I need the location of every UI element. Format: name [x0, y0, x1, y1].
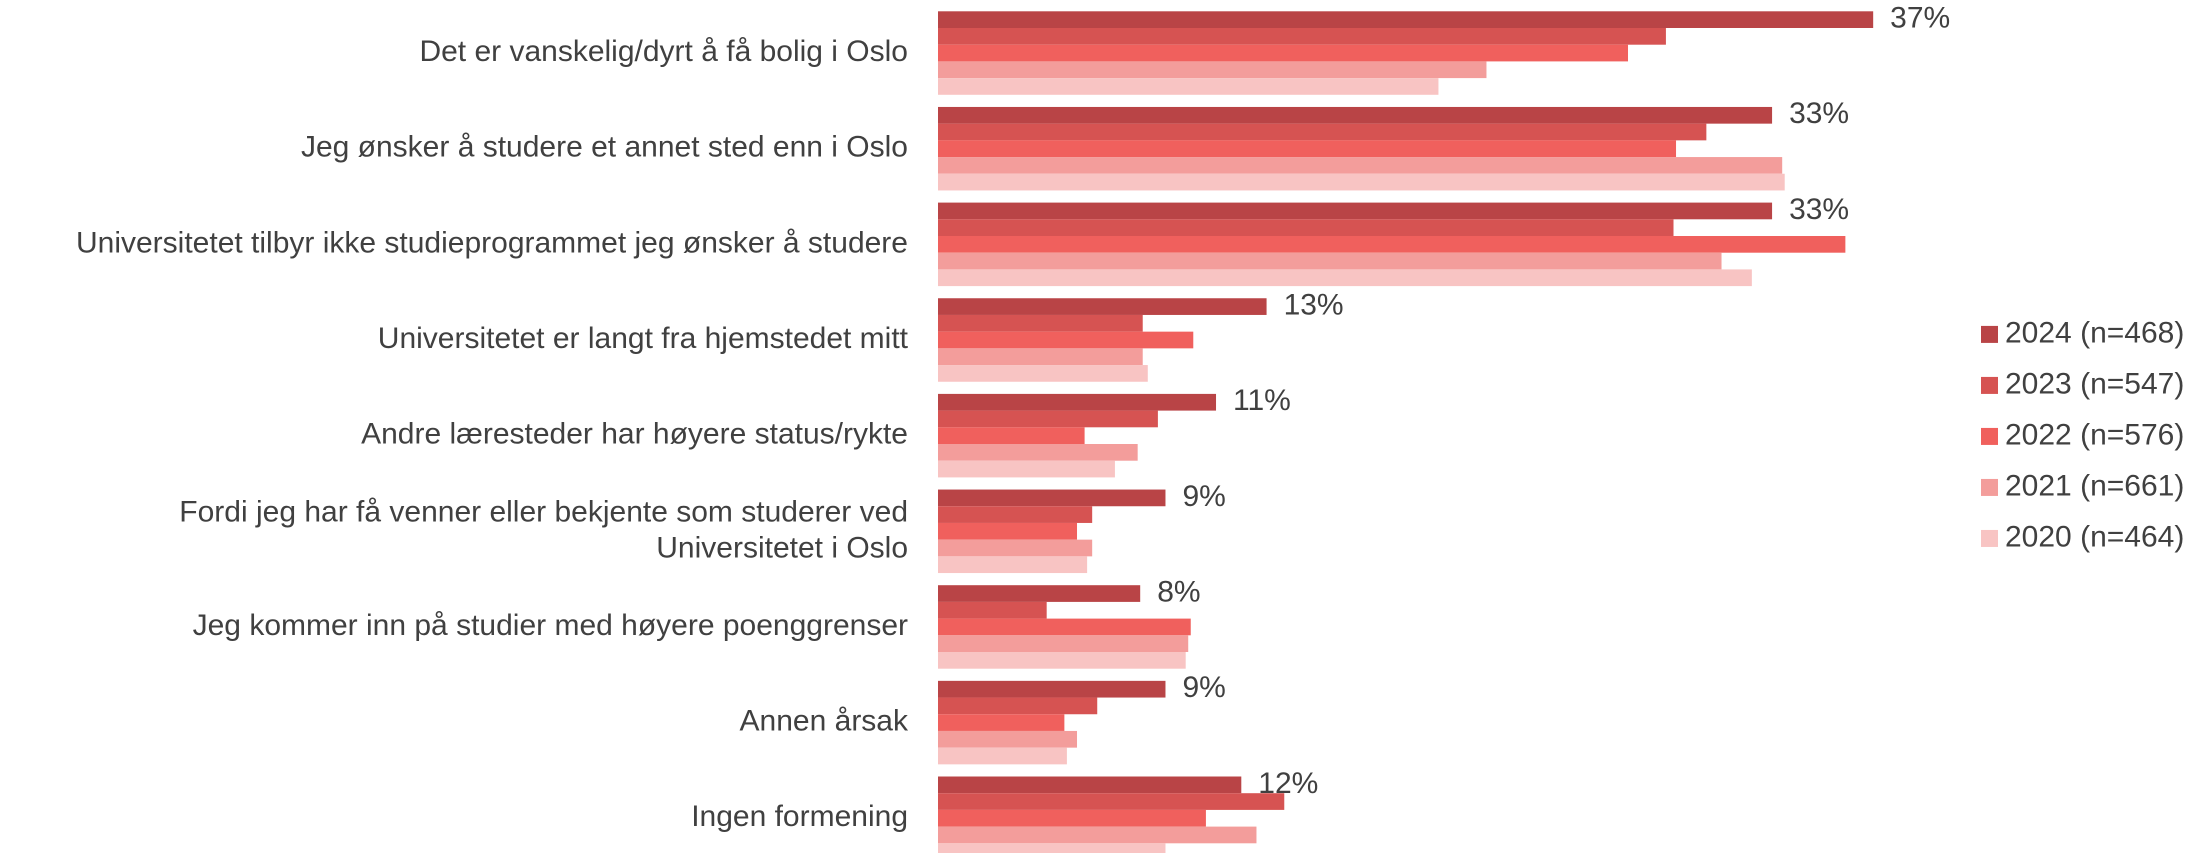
legend-swatch — [1981, 529, 1998, 547]
category-label: Universitetet er langt fra hjemstedet mi… — [378, 322, 909, 355]
category-label-line: Fordi jeg har få venner eller bekjente s… — [179, 495, 908, 528]
bar — [938, 202, 1773, 220]
bar — [938, 11, 1874, 29]
bar — [938, 331, 1194, 349]
bar — [938, 393, 1217, 411]
bar — [938, 714, 1065, 731]
bar — [938, 44, 1629, 62]
bar — [938, 78, 1439, 95]
bar — [938, 522, 1078, 540]
bar — [938, 635, 1189, 652]
bar — [938, 489, 1166, 507]
legend-label: 2020 (n=464) — [2005, 520, 2184, 553]
bar — [938, 298, 1267, 315]
bar — [938, 601, 1047, 619]
legend-label: 2023 (n=547) — [2005, 367, 2184, 400]
bar — [938, 652, 1186, 669]
bar — [938, 269, 1752, 287]
bar — [938, 730, 1078, 748]
value-label: 9% — [1182, 480, 1225, 513]
bar — [938, 809, 1206, 827]
category-label: Andre læresteder har høyere status/rykte — [361, 418, 908, 451]
bar — [938, 556, 1088, 574]
bar — [938, 585, 1141, 602]
bar — [938, 348, 1143, 366]
bar — [938, 793, 1285, 810]
bar — [938, 123, 1707, 141]
bar — [938, 140, 1677, 158]
bar — [938, 314, 1143, 332]
bar — [938, 539, 1093, 557]
bar — [938, 680, 1166, 698]
bar — [938, 618, 1191, 636]
bar — [938, 826, 1257, 844]
bar — [938, 410, 1158, 428]
value-label: 11% — [1233, 384, 1291, 417]
legend-swatch — [1981, 427, 1998, 445]
legend-swatch — [1981, 325, 1998, 343]
category-label: Ingen formening — [691, 800, 908, 833]
value-label: 37% — [1890, 2, 1950, 35]
legend-swatch — [1981, 478, 1998, 496]
bar — [938, 236, 1846, 253]
bar — [938, 365, 1148, 382]
bar — [938, 28, 1666, 45]
category-label: Universitetet tilbyr ikke studieprogramm… — [76, 226, 908, 259]
legend-swatch — [1981, 376, 1998, 394]
value-label: 33% — [1789, 193, 1849, 226]
bar — [938, 697, 1098, 715]
category-label: Jeg kommer inn på studier med høyere poe… — [193, 609, 908, 642]
bar — [938, 252, 1722, 270]
bar — [938, 219, 1674, 236]
category-label: Fordi jeg har få venner eller bekjente s… — [179, 495, 908, 564]
bar — [938, 747, 1067, 765]
bar — [938, 427, 1085, 444]
value-label: 33% — [1789, 97, 1849, 130]
value-label: 9% — [1182, 671, 1225, 704]
bar — [938, 61, 1487, 79]
category-label: Annen årsak — [740, 705, 909, 738]
value-label: 13% — [1284, 289, 1344, 322]
bar — [938, 444, 1138, 461]
legend-label: 2022 (n=576) — [2005, 418, 2184, 451]
category-label: Jeg ønsker å studere et annet sted enn i… — [301, 131, 908, 164]
value-label: 8% — [1157, 575, 1200, 608]
bar — [938, 106, 1773, 124]
category-label: Det er vanskelig/dyrt å få bolig i Oslo — [419, 35, 908, 68]
category-label-line: Universitetet i Oslo — [656, 531, 908, 564]
legend-label: 2021 (n=661) — [2005, 469, 2184, 502]
bar — [938, 776, 1242, 794]
bar — [938, 843, 1166, 853]
legend-label: 2024 (n=468) — [2005, 316, 2184, 349]
bar — [938, 173, 1785, 191]
bar — [938, 460, 1115, 478]
bar — [938, 506, 1093, 523]
bar — [938, 157, 1783, 174]
